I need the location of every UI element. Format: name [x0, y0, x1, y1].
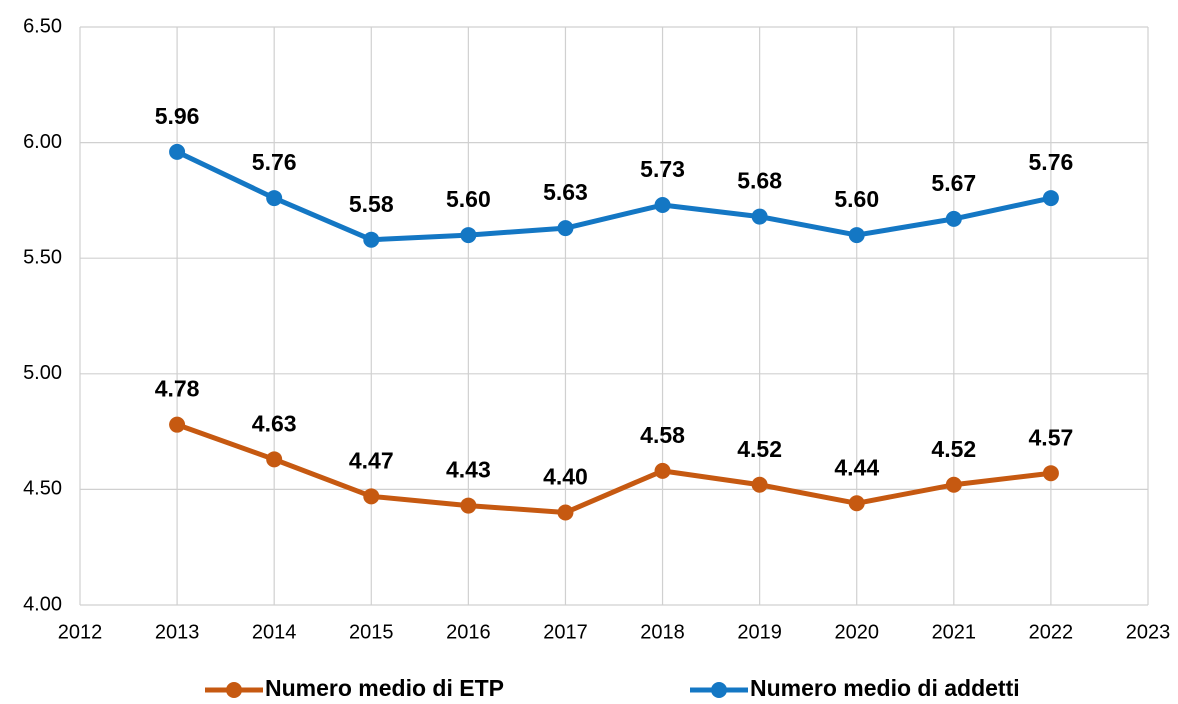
data-label: 4.47: [349, 447, 394, 473]
data-label: 4.63: [252, 410, 297, 436]
marker: [266, 451, 283, 468]
data-label: 5.76: [1029, 149, 1074, 175]
marker: [751, 476, 768, 493]
marker: [751, 208, 768, 225]
legend-label: Numero medio di ETP: [265, 675, 504, 701]
marker: [266, 190, 283, 207]
marker: [1042, 190, 1059, 207]
data-label: 5.67: [931, 170, 976, 196]
x-tick-label: 2022: [1029, 621, 1074, 643]
data-label: 5.63: [543, 179, 588, 205]
data-label: 4.58: [640, 422, 685, 448]
series-line: [176, 149, 1052, 243]
marker: [363, 231, 380, 248]
x-tick-label: 2021: [932, 621, 977, 643]
x-tick-label: 2015: [349, 621, 394, 643]
marker: [169, 143, 186, 160]
data-label: 4.78: [155, 376, 200, 402]
x-tick-label: 2012: [58, 621, 103, 643]
data-label: 5.60: [834, 186, 879, 212]
x-tick-label: 2017: [543, 621, 588, 643]
legend-label: Numero medio di addetti: [750, 675, 1020, 701]
data-label: 4.40: [543, 464, 588, 490]
data-label: 5.60: [446, 186, 491, 212]
x-tick-label: 2016: [446, 621, 491, 643]
data-label: 4.44: [834, 454, 879, 480]
x-tick-label: 2013: [155, 621, 200, 643]
x-tick-label: 2020: [834, 621, 879, 643]
marker: [1042, 465, 1059, 482]
marker: [557, 220, 574, 237]
legend-marker: [226, 682, 242, 698]
marker: [460, 227, 477, 244]
x-tick-label: 2019: [737, 621, 782, 643]
y-tick-label: 6.50: [23, 15, 62, 37]
marker: [945, 210, 962, 227]
data-label: 5.76: [252, 149, 297, 175]
data-label: 5.58: [349, 191, 394, 217]
marker: [169, 416, 186, 433]
legend-marker: [711, 682, 727, 698]
marker: [654, 462, 671, 479]
data-label: 4.57: [1029, 424, 1074, 450]
marker: [460, 497, 477, 514]
marker: [848, 495, 865, 512]
x-tick-label: 2014: [252, 621, 297, 643]
data-label: 5.96: [155, 103, 200, 129]
y-tick-label: 6.00: [23, 131, 62, 153]
data-label: 4.52: [931, 436, 976, 462]
x-tick-label: 2018: [640, 621, 685, 643]
y-tick-label: 4.50: [23, 478, 62, 500]
data-label: 4.43: [446, 457, 491, 483]
x-tick-label: 2023: [1126, 621, 1171, 643]
y-tick-label: 4.00: [23, 593, 62, 615]
marker: [945, 476, 962, 493]
series-line: [176, 422, 1052, 516]
marker: [848, 227, 865, 244]
marker: [557, 504, 574, 521]
data-label: 5.68: [737, 168, 782, 194]
marker: [363, 488, 380, 505]
data-label: 4.52: [737, 436, 782, 462]
data-label: 5.73: [640, 156, 685, 182]
y-tick-label: 5.00: [23, 362, 62, 384]
y-tick-label: 5.50: [23, 246, 62, 268]
marker: [654, 197, 671, 214]
